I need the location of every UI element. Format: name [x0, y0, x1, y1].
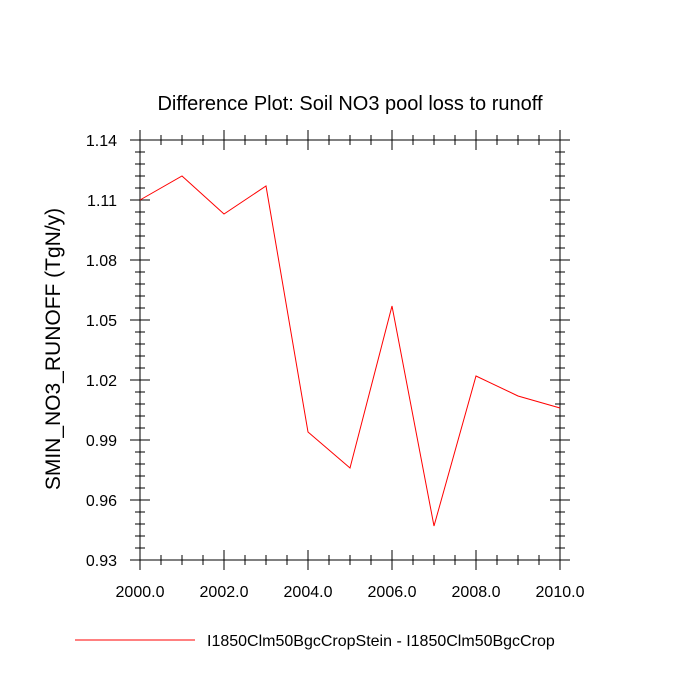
x-tick-label: 2010.0 [536, 584, 585, 601]
y-tick-label: 0.96 [86, 493, 117, 510]
legend-label: I1850Clm50BgcCropStein - I1850Clm50BgcCr… [207, 633, 555, 650]
y-tick-label: 1.05 [86, 313, 117, 330]
x-tick-label: 2002.0 [200, 584, 249, 601]
x-tick-label: 2006.0 [368, 584, 417, 601]
x-tick-label: 2008.0 [452, 584, 501, 601]
y-tick-labels: 0.93 0.96 0.99 1.02 1.05 1.08 1.11 1.14 [86, 133, 117, 570]
series-line [139, 175, 561, 527]
data-series [139, 175, 561, 527]
y-tick-label: 1.11 [87, 193, 117, 210]
y-tick-label: 1.02 [86, 373, 117, 390]
x-tick-labels: 2000.0 2002.0 2004.0 2006.0 2008.0 2010.0 [116, 584, 585, 601]
chart-title: Difference Plot: Soil NO3 pool loss to r… [157, 93, 542, 115]
x-tick-label: 2000.0 [116, 584, 165, 601]
y-tick-label: 0.93 [86, 553, 117, 570]
plot-frame [139, 139, 561, 561]
y-tick-label: 1.08 [86, 253, 117, 270]
axis-ticks [130, 130, 570, 570]
y-tick-label: 1.14 [86, 133, 117, 150]
x-tick-label: 2004.0 [284, 584, 333, 601]
y-axis-label: SMIN_NO3_RUNOFF (TgN/y) [42, 208, 65, 490]
y-tick-label: 0.99 [86, 433, 117, 450]
